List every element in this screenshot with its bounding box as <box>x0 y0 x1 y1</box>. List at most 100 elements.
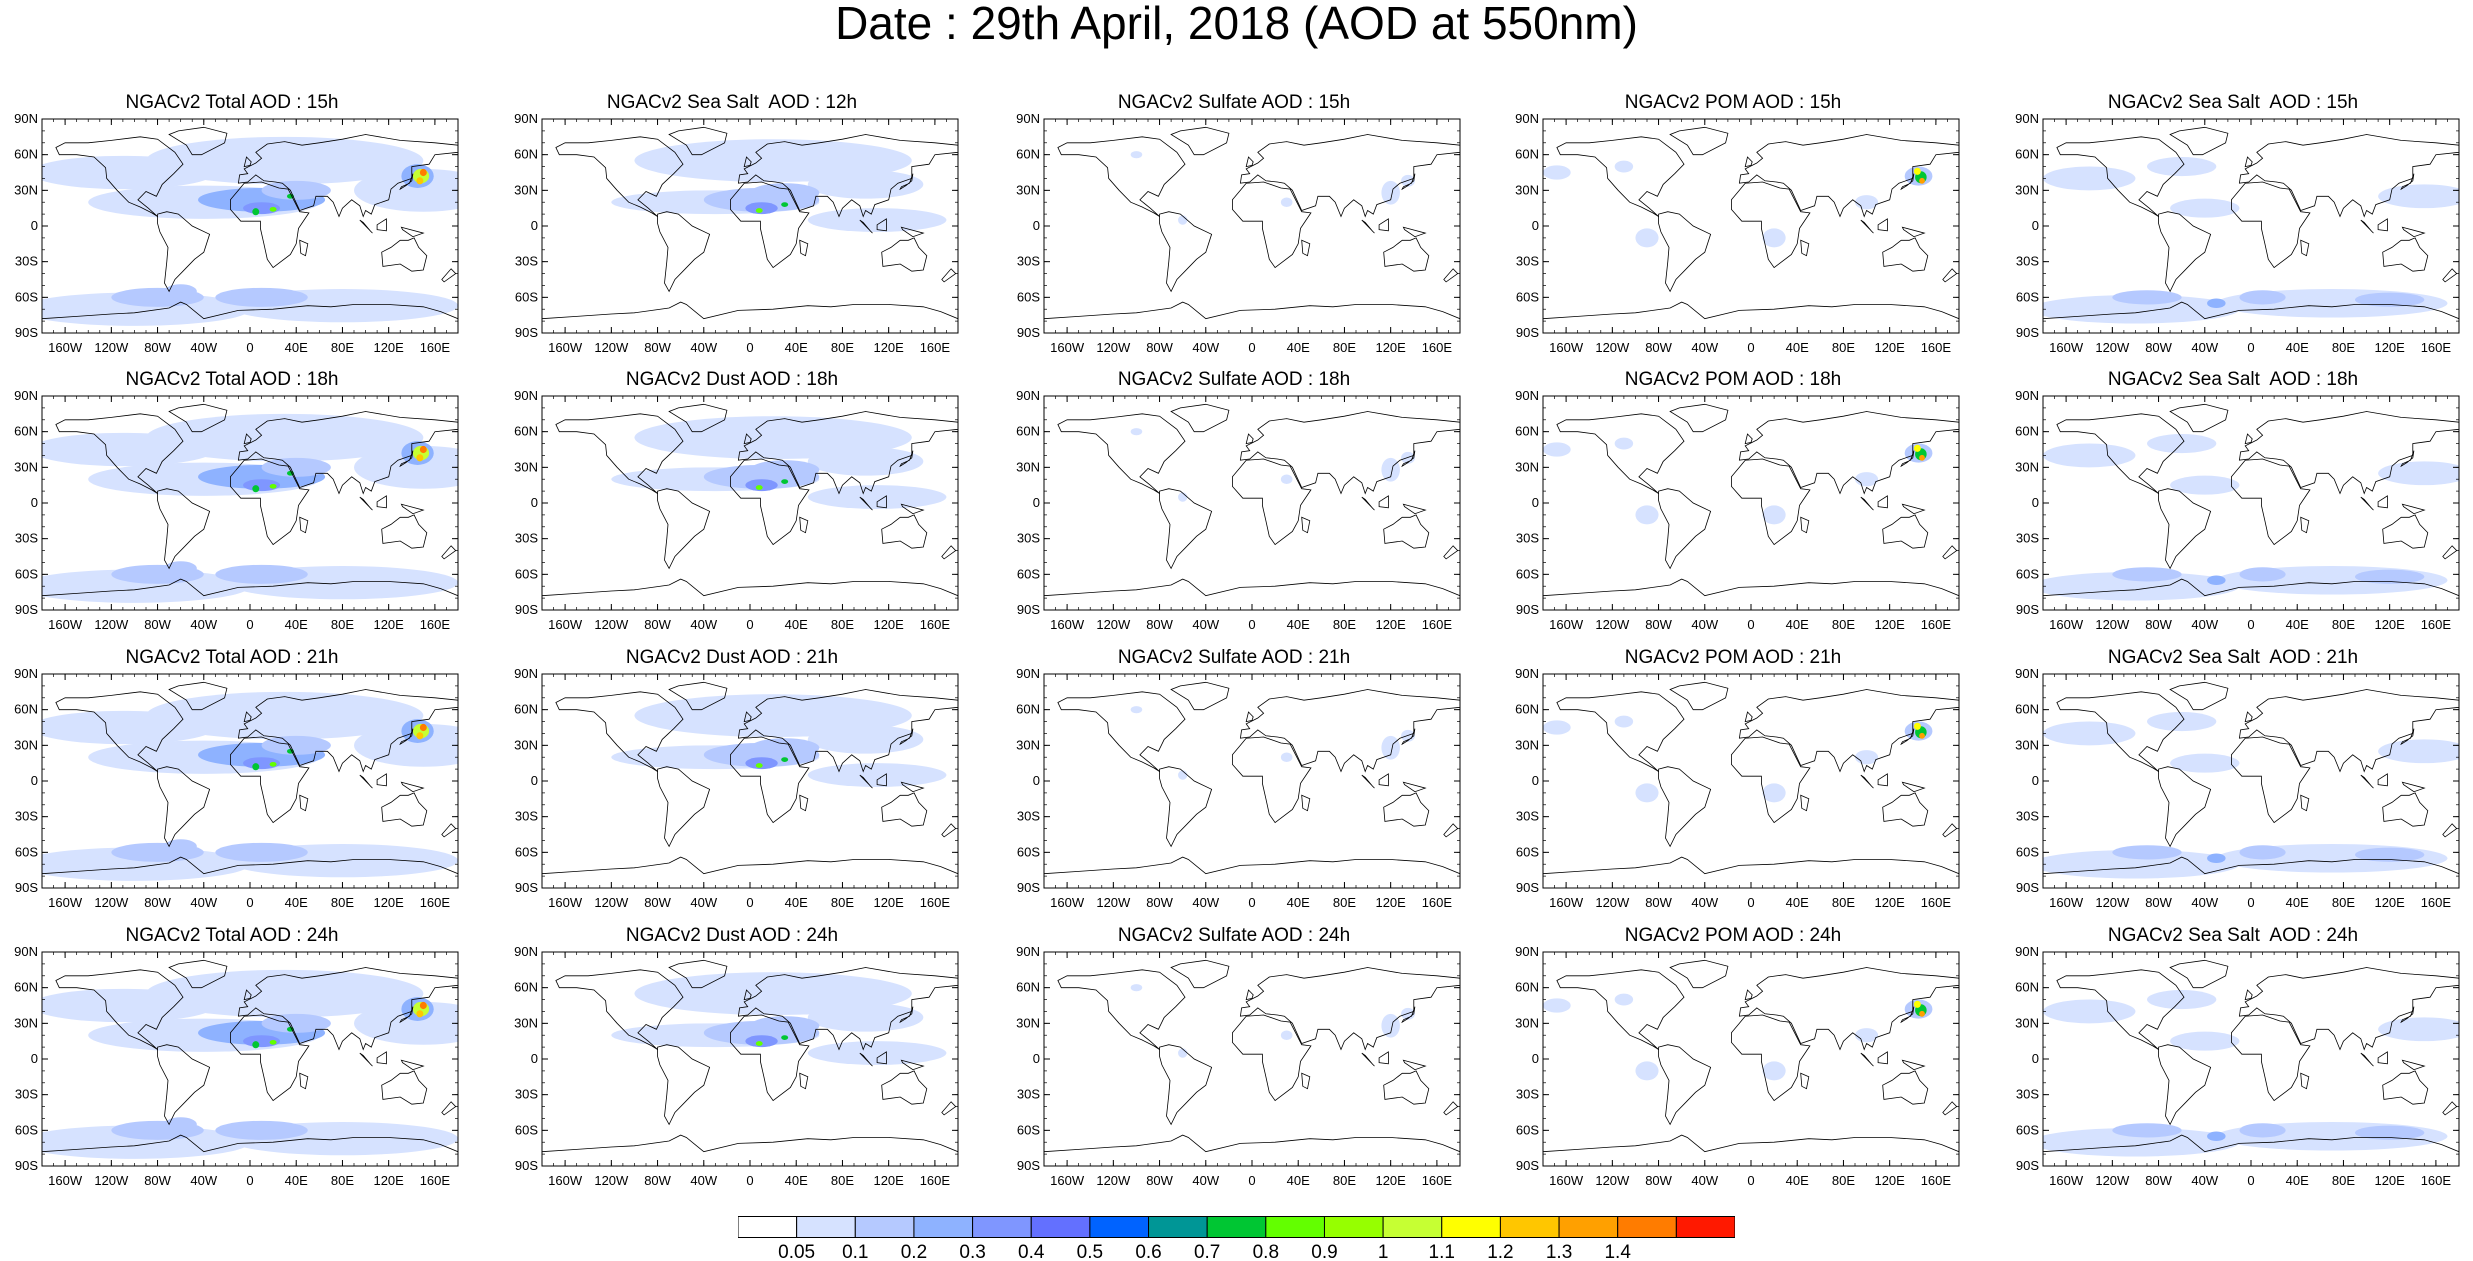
world-map: 90N 60N 30N 0 30S 60S 90S 160W 120W 80W 40W 0 40E 80E… <box>514 388 959 632</box>
coastline <box>2360 774 2374 789</box>
colorbar-swatch <box>1030 1216 1091 1238</box>
lon-tick-label: 80W <box>1645 340 1672 355</box>
lon-tick-label: 120W <box>1096 340 1131 355</box>
coastline <box>359 774 373 789</box>
lon-tick-label: 120W <box>2095 617 2130 632</box>
aod-patch <box>807 485 947 509</box>
lon-tick-label: 0 <box>2247 340 2254 355</box>
lon-tick-label: 80E <box>2332 895 2355 910</box>
map-panel: NGACv2 Sea Salt AOD : 21h 90N 60N 30N 0 30S 60… <box>2003 647 2463 922</box>
lat-tick-label: 90N <box>2015 388 2039 403</box>
coastline <box>1170 126 1230 156</box>
lon-tick-label: 160W <box>548 617 583 632</box>
aod-patch <box>2378 1017 2459 1042</box>
lon-tick-label: 40E <box>1287 340 1310 355</box>
lat-tick-label: 30S <box>2016 254 2039 269</box>
coastline <box>2238 967 2459 1051</box>
lat-tick-label: 0 <box>2032 773 2039 788</box>
coastline <box>168 959 228 989</box>
panel-title: NGACv2 Sulfate AOD : 15h <box>1117 92 1351 113</box>
coastline-antarctica <box>42 301 458 320</box>
lat-tick-label: 90S <box>1516 1158 1539 1173</box>
coastline <box>400 226 425 238</box>
lat-tick-label: 90S <box>515 602 538 617</box>
lon-tick-label: 120W <box>594 340 629 355</box>
coastline <box>2401 1059 2426 1071</box>
coastline <box>2300 516 2310 534</box>
aod-patch <box>1543 442 1571 457</box>
aod-patch <box>2378 461 2459 486</box>
lat-tick-label: 0 <box>2032 495 2039 510</box>
coastline <box>1401 173 1416 191</box>
lon-tick-label: 80W <box>2145 340 2172 355</box>
coastline <box>657 766 711 848</box>
lon-tick-label: 160W <box>1549 1173 1584 1188</box>
lon-tick-label: 120E <box>2374 617 2405 632</box>
coastline <box>2300 239 2310 257</box>
lon-tick-label: 120W <box>1595 895 1630 910</box>
lon-tick-label: 120E <box>1375 617 1406 632</box>
aod-patch <box>1614 437 1634 450</box>
lat-tick-label: 30S <box>515 254 538 269</box>
coastline <box>1882 514 1929 549</box>
aod-patch <box>1913 722 1921 730</box>
lon-tick-label: 120W <box>594 1173 629 1188</box>
lat-tick-label: 90N <box>1515 666 1539 681</box>
world-map: 90N 60N 30N 0 30S 60S 90S 160W 120W 80W 40W 0 40E 80E… <box>1016 111 1461 355</box>
lon-tick-label: 0 <box>1747 895 1754 910</box>
world-map: 90N 60N 30N 0 30S 60S 90S 160W 120W 80W 40W 0 40E 80E… <box>514 666 959 910</box>
lat-tick-label: 90S <box>2016 880 2039 895</box>
coastline <box>881 792 928 827</box>
coastline <box>2169 681 2229 711</box>
coastline <box>1239 134 1460 218</box>
lon-tick-label: 40E <box>1287 1173 1310 1188</box>
coastline-antarctica <box>542 856 958 875</box>
lat-tick-label: 30S <box>1017 1087 1040 1102</box>
coastline <box>899 728 914 746</box>
coastline <box>900 503 925 515</box>
lat-tick-label: 30S <box>1516 254 1539 269</box>
coastline <box>2377 773 2388 787</box>
lat-tick-label: 60S <box>15 1122 38 1137</box>
coastline <box>668 681 728 711</box>
aod-patch <box>1913 1000 1921 1008</box>
lon-tick-label: 40E <box>785 617 808 632</box>
coastline <box>243 156 252 168</box>
coastline <box>1877 495 1888 509</box>
aod-patch <box>215 287 308 307</box>
coastline <box>359 1052 373 1067</box>
lon-tick-label: 0 <box>2247 1173 2254 1188</box>
lon-tick-label: 0 <box>2247 895 2254 910</box>
map-panel: NGACv2 POM AOD : 21h 90N 60N 30N 0 30S 60S 90S 1… <box>1503 647 1963 922</box>
coastline <box>1402 781 1427 793</box>
lat-tick-label: 0 <box>531 773 538 788</box>
lat-tick-label: 60S <box>1017 1122 1040 1137</box>
lon-tick-label: 0 <box>746 895 753 910</box>
aod-patch <box>807 725 924 754</box>
world-map: 90N 60N 30N 0 30S 60S 90S 160W 120W 80W 40W 0 40E 80E… <box>1515 111 1960 355</box>
aod-patch <box>261 457 331 477</box>
coastline <box>1900 450 1915 468</box>
coastline <box>2158 1044 2212 1126</box>
lon-tick-label: 0 <box>1248 617 1255 632</box>
coastline <box>876 218 887 232</box>
coastline <box>2360 219 2374 234</box>
lat-tick-label: 60N <box>14 702 38 717</box>
world-map: 90N 60N 30N 0 30S 60S 90S 160W 120W 80W 40W 0 40E 80E… <box>514 944 959 1188</box>
coastline <box>1744 433 1753 445</box>
aod-patch <box>1130 984 1143 992</box>
lon-tick-label: 0 <box>2247 617 2254 632</box>
lat-tick-label: 30N <box>1515 459 1539 474</box>
lon-tick-label: 40W <box>690 340 717 355</box>
lat-tick-label: 90S <box>1017 325 1040 340</box>
coastline <box>1877 773 1888 787</box>
coastline <box>1401 450 1416 468</box>
coastline-antarctica <box>2043 301 2459 320</box>
lat-tick-label: 60S <box>2016 844 2039 859</box>
lon-tick-label: 40W <box>2191 895 2218 910</box>
lat-tick-label: 0 <box>1532 218 1539 233</box>
coastline <box>730 736 810 824</box>
lat-tick-label: 90S <box>15 880 38 895</box>
coastline <box>230 736 310 824</box>
lat-tick-label: 60S <box>15 844 38 859</box>
